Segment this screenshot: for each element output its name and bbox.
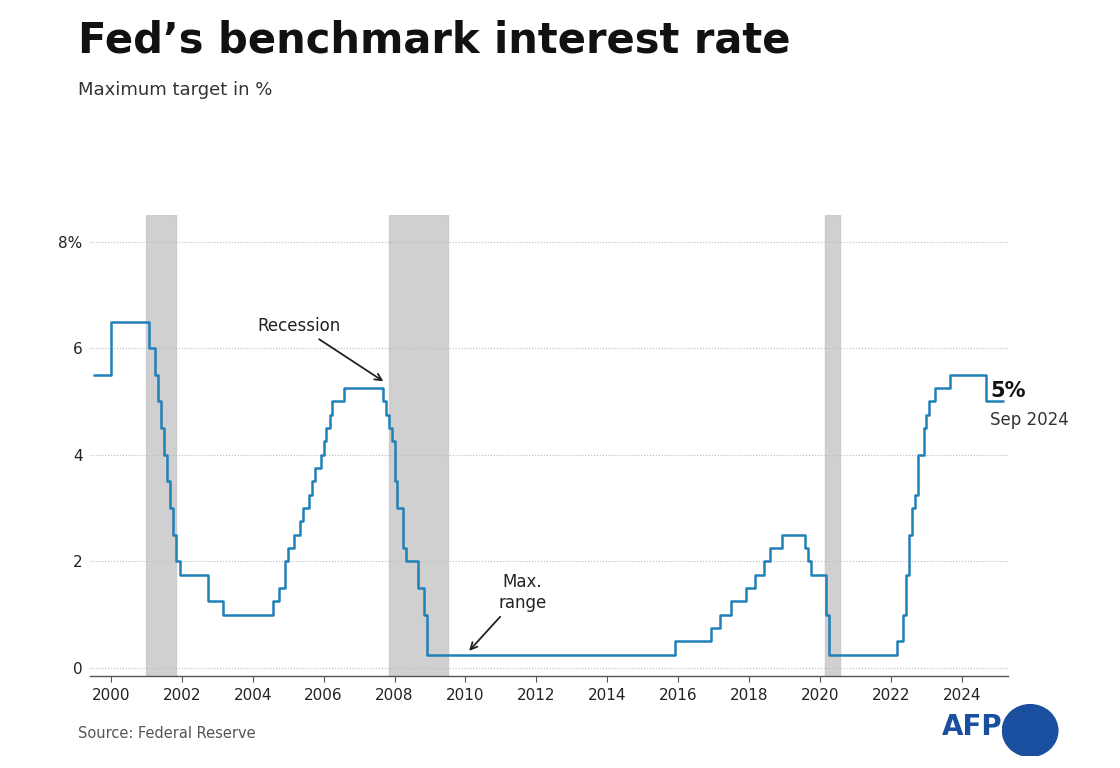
Bar — [390, 215, 448, 676]
Text: 5%: 5% — [990, 381, 1026, 401]
Text: Source: Federal Reserve: Source: Federal Reserve — [78, 726, 256, 741]
Bar — [825, 215, 840, 676]
Text: Sep 2024: Sep 2024 — [990, 411, 1068, 429]
Text: Maximum target in %: Maximum target in % — [78, 81, 273, 98]
Text: Max.
range: Max. range — [470, 573, 547, 650]
Circle shape — [1002, 705, 1057, 756]
Bar — [147, 215, 177, 676]
Text: Recession: Recession — [258, 317, 382, 380]
Text: Fed’s benchmark interest rate: Fed’s benchmark interest rate — [78, 19, 791, 61]
Text: AFP: AFP — [942, 713, 1002, 741]
